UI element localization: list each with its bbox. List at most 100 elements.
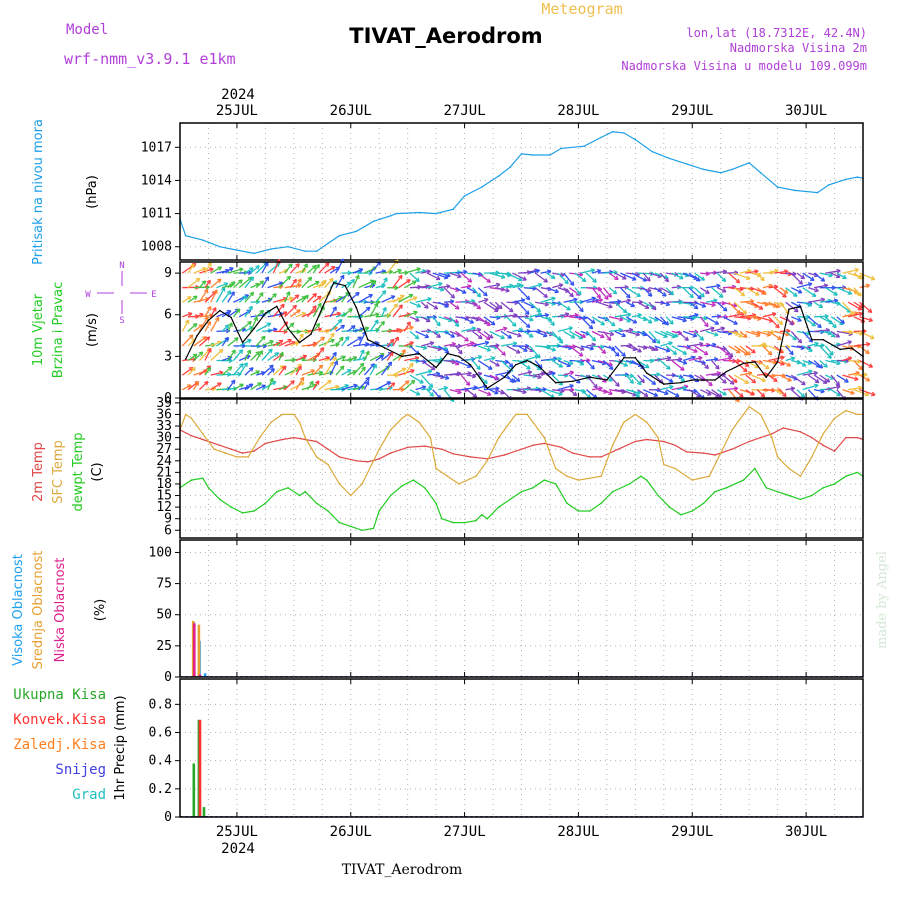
wind-arrow bbox=[523, 330, 534, 338]
wind-arrow bbox=[802, 287, 817, 297]
wind-arrow-head bbox=[251, 367, 254, 372]
wind-arrow-head bbox=[389, 271, 393, 275]
wind-arrow bbox=[193, 267, 207, 274]
wind-arrow bbox=[808, 298, 825, 303]
wind-arrow-head bbox=[856, 361, 862, 364]
model-name: wrf-nmm_v3.9.1 e1km bbox=[64, 50, 236, 68]
wind-arrow bbox=[506, 283, 522, 289]
wind-arrow-head bbox=[850, 392, 855, 395]
pressure-series-pritisak-na-nivou-mora-point bbox=[304, 250, 307, 252]
wind-arrow bbox=[483, 357, 496, 362]
wind-arrow-head bbox=[564, 281, 569, 285]
temp-series-2m-temp-point bbox=[571, 452, 574, 454]
temp-series-2m-temp-point bbox=[645, 438, 648, 441]
wind-arrow-head bbox=[808, 370, 813, 375]
wind-series-10m-vjetar-point bbox=[765, 376, 767, 379]
wind-arrow bbox=[215, 287, 226, 303]
wind-arrow bbox=[352, 268, 363, 274]
wind-arrow bbox=[819, 345, 832, 359]
cloud-unit: (%) bbox=[93, 599, 108, 622]
wind-arrow-head bbox=[543, 280, 548, 283]
wind-arrow bbox=[375, 284, 386, 289]
wind-arrow bbox=[455, 359, 472, 368]
wind-arrow bbox=[711, 360, 720, 370]
wind-arrow-head bbox=[296, 294, 300, 299]
wind-arrow bbox=[244, 383, 254, 391]
wind-arrow bbox=[796, 282, 813, 289]
wind-arrow bbox=[802, 384, 819, 391]
wind-arrow-head bbox=[410, 341, 414, 346]
wind-arrow bbox=[443, 316, 459, 323]
wind-arrow-head bbox=[735, 399, 740, 403]
cloud-ytick-label: 75 bbox=[156, 577, 172, 592]
wind-arrow bbox=[420, 374, 434, 388]
wind-arrow-head bbox=[194, 295, 198, 301]
wind-arrow bbox=[318, 262, 330, 274]
wind-arrow bbox=[312, 364, 323, 376]
wind-arrow bbox=[705, 316, 719, 325]
wind-arrow-head bbox=[535, 356, 541, 359]
wind-arrow bbox=[648, 272, 662, 278]
wind-arrow-head bbox=[382, 321, 385, 326]
temp-series-2m-temp-point bbox=[748, 440, 750, 443]
wind-arrow-head bbox=[536, 368, 541, 371]
temp-ytick-label: 33 bbox=[156, 419, 172, 434]
pressure-series-pritisak-na-nivou-mora-point bbox=[668, 157, 671, 160]
wind-series-10m-vjetar-point bbox=[298, 341, 301, 344]
wind-arrow bbox=[853, 343, 871, 347]
wind-arrow-head bbox=[665, 304, 670, 307]
wind-arrow-head bbox=[268, 322, 272, 327]
wind-arrow bbox=[278, 339, 292, 347]
wind-arrow-head bbox=[508, 365, 514, 368]
wind-series-10m-vjetar-point bbox=[321, 307, 324, 309]
wind-arrow-head bbox=[331, 278, 334, 283]
wind-arrow-head bbox=[722, 381, 727, 384]
wind-arrow bbox=[591, 359, 607, 365]
temp-series-dewpt-temp-point bbox=[230, 506, 232, 508]
wind-arrow-head bbox=[871, 394, 876, 397]
wind-arrow bbox=[466, 374, 476, 378]
wind-arrow bbox=[825, 330, 836, 338]
wind-arrow-head bbox=[835, 383, 840, 386]
wind-arrow-head bbox=[252, 276, 255, 282]
wind-arrow bbox=[654, 287, 667, 297]
wind-series-10m-vjetar-point bbox=[264, 312, 267, 315]
wind-arrow bbox=[386, 382, 396, 391]
wind-arrow bbox=[341, 336, 350, 347]
wind-arrow bbox=[603, 345, 616, 351]
wind-series-10m-vjetar-point bbox=[754, 361, 756, 363]
wind-arrow bbox=[813, 374, 828, 384]
wind-arrow bbox=[312, 336, 325, 347]
temp-series-sfc-temp-point bbox=[378, 448, 381, 451]
wind-arrow-head bbox=[692, 317, 697, 320]
wind-arrow bbox=[421, 330, 431, 333]
wind-arrow bbox=[511, 374, 521, 382]
wind-arrow-head bbox=[228, 360, 233, 364]
wind-series-10m-vjetar-point bbox=[839, 348, 841, 351]
temp-series-2m-temp-point bbox=[560, 446, 563, 449]
wind-arrow-head bbox=[244, 295, 248, 301]
wind-arrow bbox=[193, 313, 204, 318]
wind-arrow bbox=[711, 389, 723, 398]
wind-arrow bbox=[700, 301, 716, 306]
wind-arrow bbox=[341, 308, 353, 318]
pressure-series-pritisak-na-nivou-mora bbox=[179, 131, 864, 255]
wind-arrow-head bbox=[515, 379, 520, 382]
wind-arrow-head bbox=[332, 266, 336, 271]
wind-arrow-head bbox=[572, 394, 577, 397]
wind-arrow-head bbox=[343, 313, 348, 317]
wind-arrow bbox=[563, 371, 574, 376]
wind-arrow-head bbox=[262, 345, 267, 349]
wind-arrow bbox=[255, 384, 266, 391]
pressure-series-pritisak-na-nivou-mora-point bbox=[418, 211, 420, 214]
pressure-series-pritisak-na-nivou-mora-point bbox=[355, 230, 358, 233]
wind-arrow-head bbox=[727, 333, 733, 336]
wind-arrow bbox=[278, 385, 288, 391]
wind-arrow-head bbox=[703, 318, 708, 321]
pressure-series-pritisak-na-nivou-mora-point bbox=[315, 250, 318, 252]
wind-arrow bbox=[620, 344, 633, 347]
wind-arrow bbox=[779, 374, 792, 382]
wind-arrow bbox=[631, 272, 647, 282]
wind-arrow bbox=[438, 330, 449, 334]
wind-arrow-head bbox=[476, 367, 481, 370]
